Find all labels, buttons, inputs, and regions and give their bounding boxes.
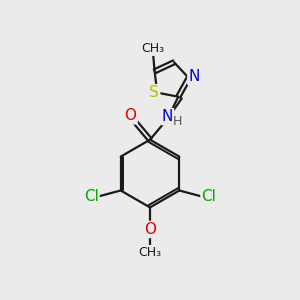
Text: N: N	[188, 69, 200, 84]
Text: CH₃: CH₃	[138, 246, 162, 259]
Text: O: O	[144, 222, 156, 237]
Text: CH₃: CH₃	[142, 42, 165, 55]
Text: O: O	[124, 108, 136, 123]
Text: Cl: Cl	[202, 189, 216, 204]
Text: H: H	[173, 116, 182, 128]
Text: S: S	[149, 85, 159, 100]
Text: Cl: Cl	[84, 189, 98, 204]
Text: N: N	[162, 109, 173, 124]
